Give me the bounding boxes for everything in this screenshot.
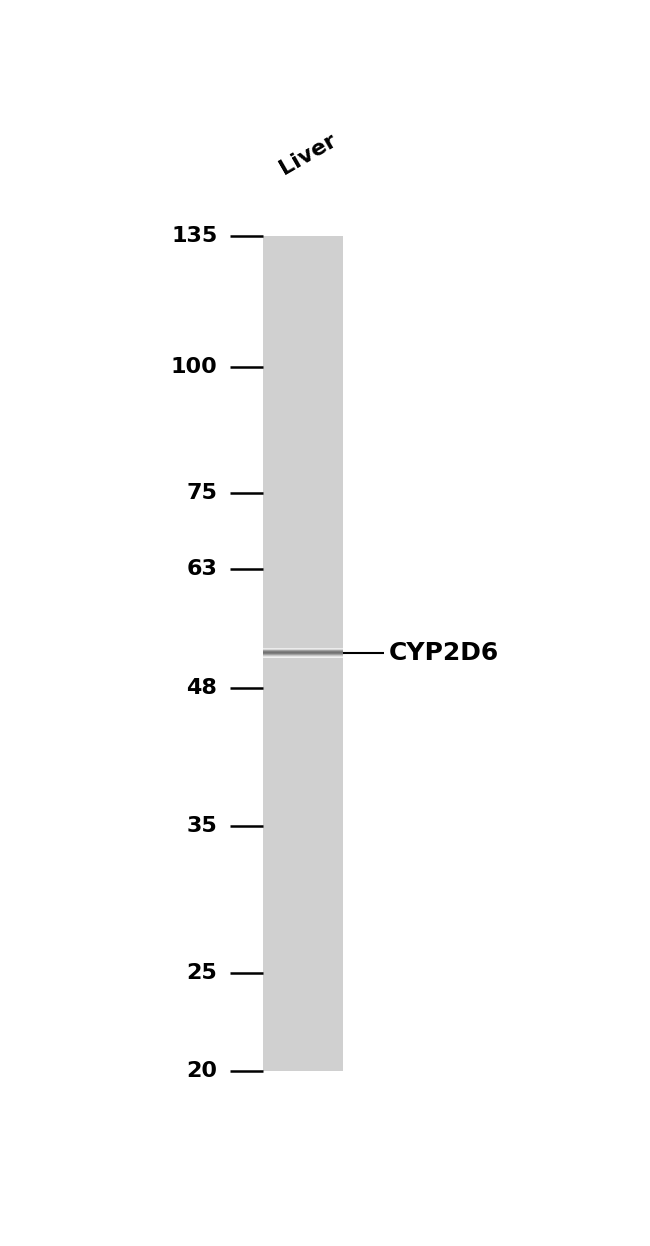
Bar xyxy=(263,235,343,1070)
Text: 63: 63 xyxy=(187,559,217,579)
Text: 35: 35 xyxy=(187,816,217,836)
Text: 25: 25 xyxy=(187,963,217,983)
Text: 75: 75 xyxy=(187,482,217,503)
Text: 48: 48 xyxy=(187,678,217,698)
Text: 20: 20 xyxy=(187,1060,217,1080)
Text: CYP2D6: CYP2D6 xyxy=(389,640,499,665)
Text: 100: 100 xyxy=(170,358,217,378)
Text: Liver: Liver xyxy=(276,130,340,178)
Text: 135: 135 xyxy=(171,226,217,245)
